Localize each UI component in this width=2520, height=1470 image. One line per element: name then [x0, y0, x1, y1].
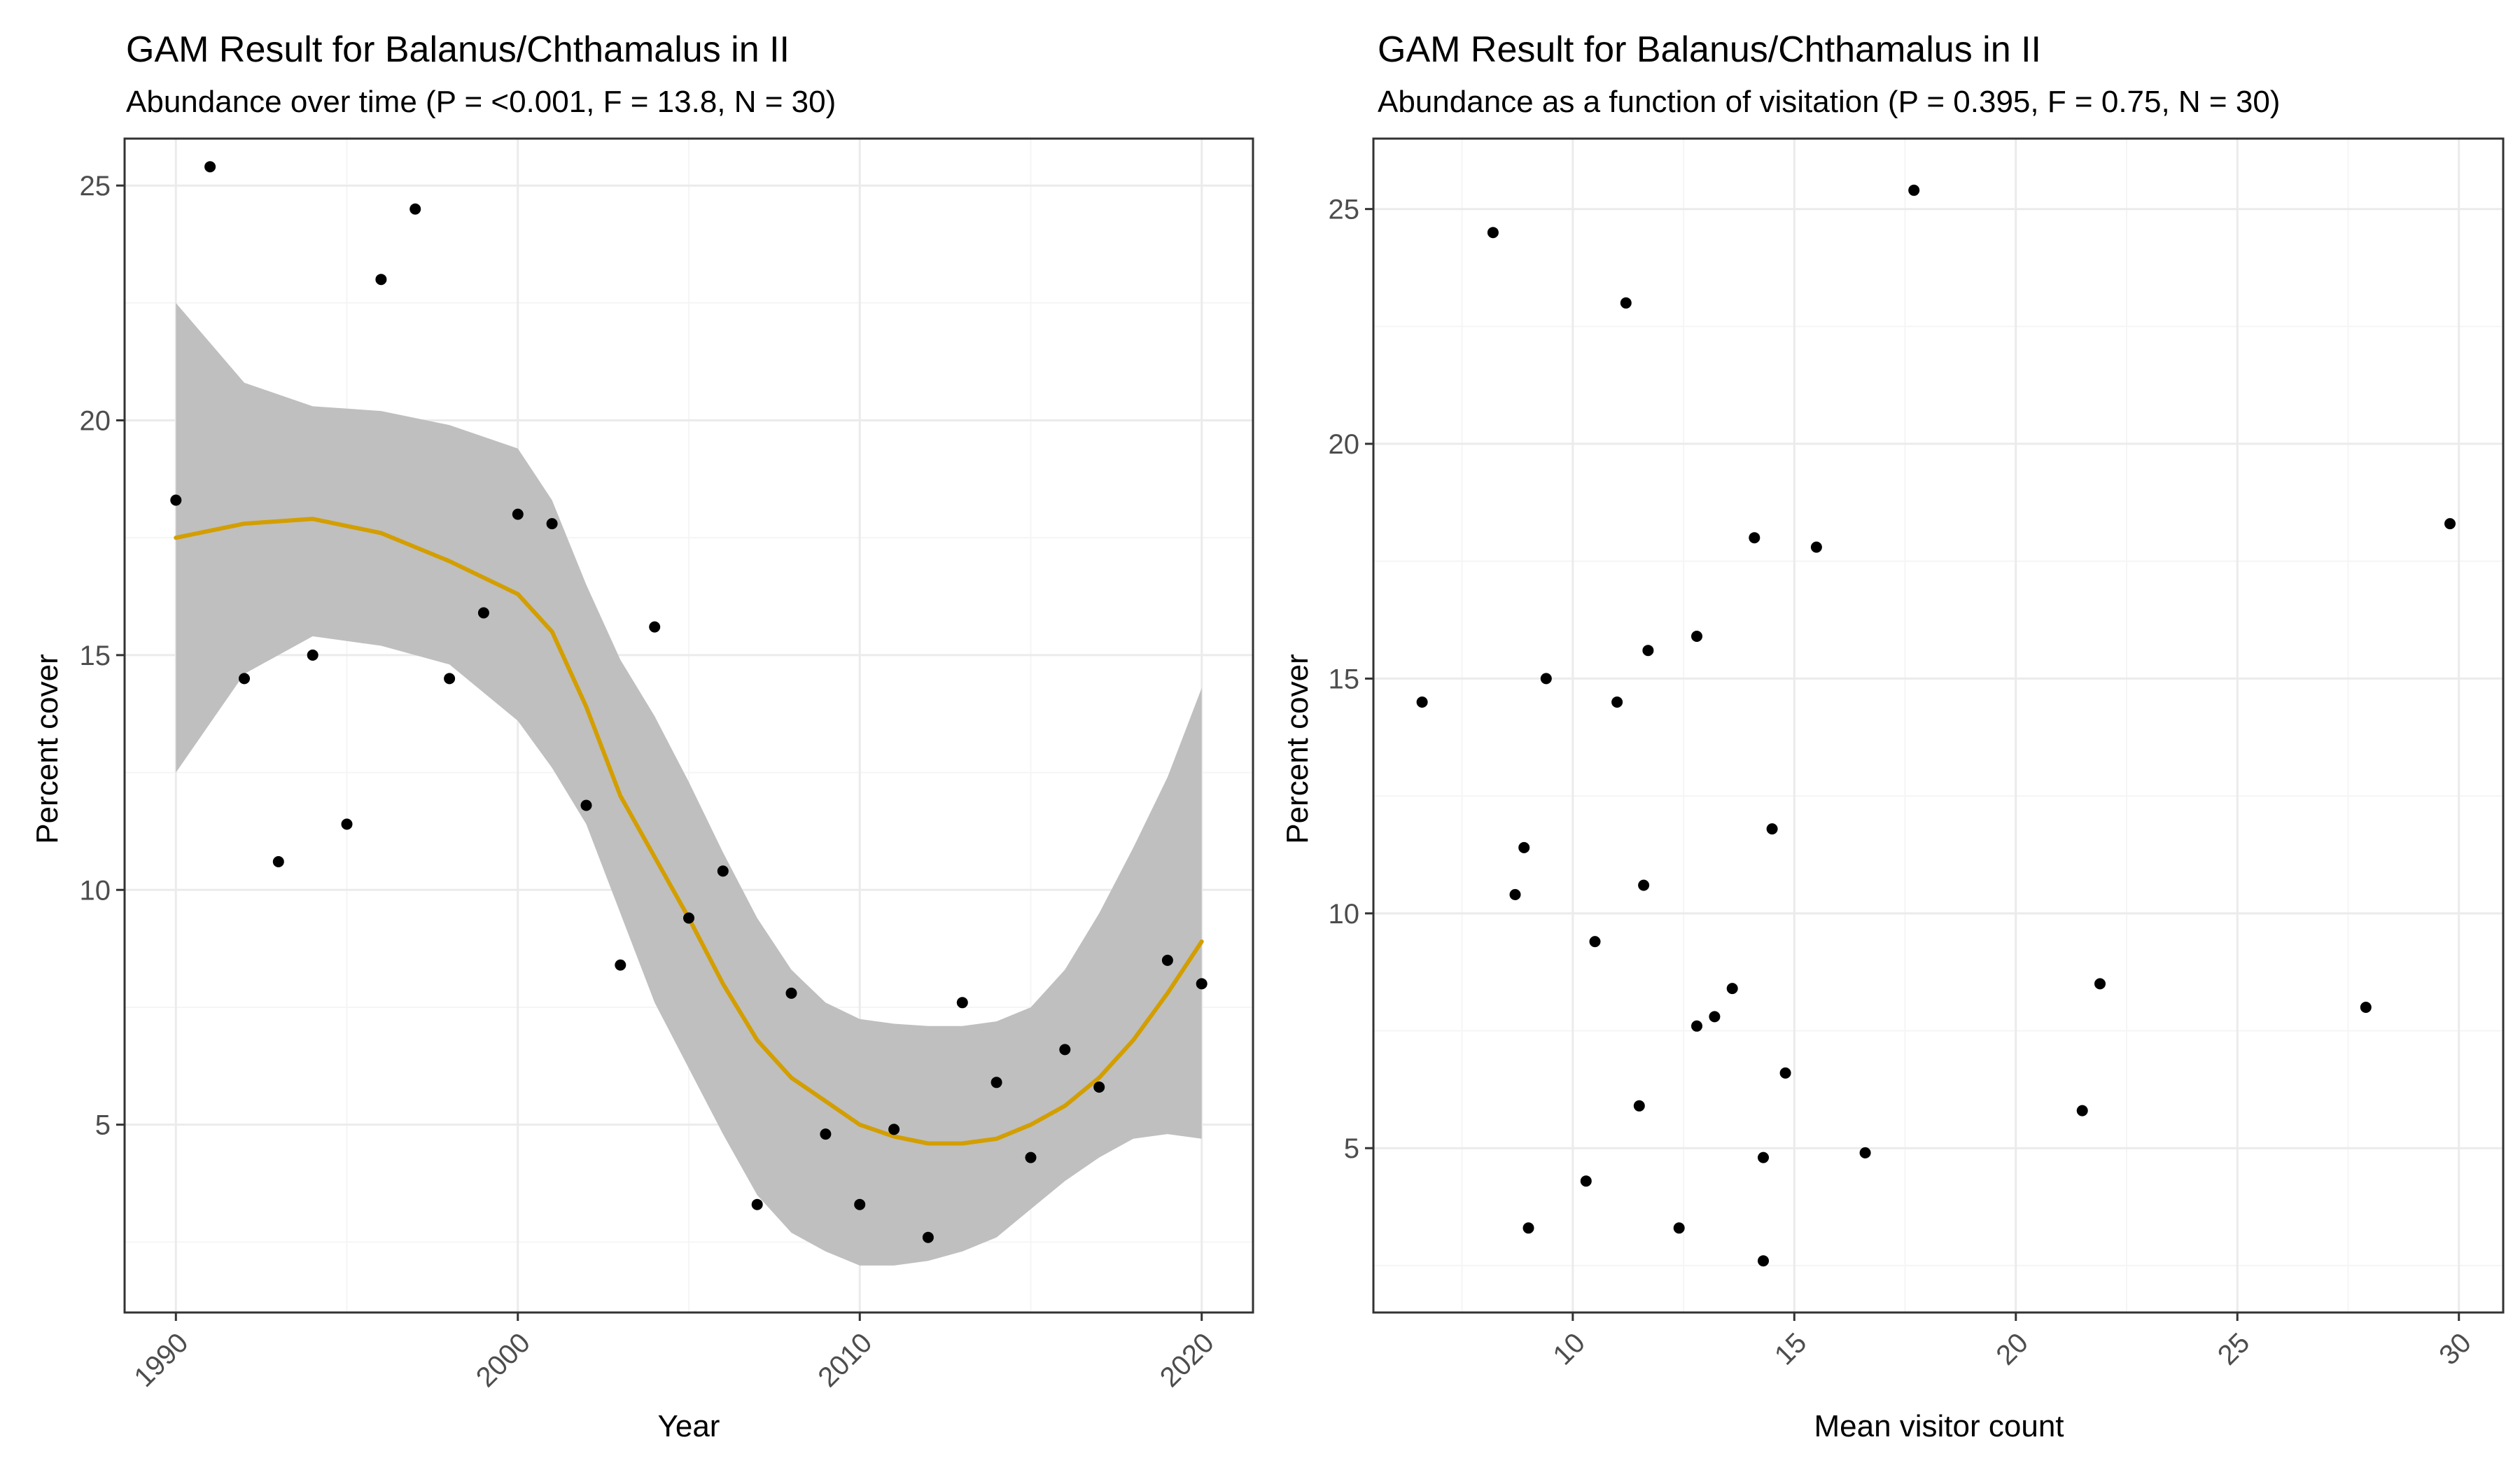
visitation-data-point	[1709, 1011, 1721, 1023]
visitation-data-point	[1766, 823, 1778, 835]
time-data-point	[1059, 1044, 1071, 1056]
visitation-data-point	[1908, 184, 1920, 196]
time-y-tick-label: 5	[95, 1110, 111, 1141]
visitation-data-point	[1509, 889, 1521, 900]
time-data-points	[170, 161, 1208, 1243]
visitation-panel-frame	[1372, 137, 2505, 1314]
visitation-y-tick-label: 25	[1329, 195, 1360, 225]
visitation-y-tick-label: 10	[1329, 899, 1360, 930]
time-data-point	[477, 607, 489, 619]
visitation-data-point	[1642, 645, 1654, 657]
visitation-data-point	[1673, 1222, 1685, 1234]
time-data-point	[649, 621, 661, 633]
time-data-point	[1196, 978, 1208, 990]
visitation-data-point	[1810, 541, 1822, 553]
visitation-y-axis-label: Percent cover	[1280, 654, 1315, 844]
time-smooth-line-layer	[174, 517, 1204, 1146]
visitation-data-points	[1416, 184, 2456, 1267]
time-data-point	[375, 274, 387, 286]
time-data-point	[888, 1124, 900, 1135]
time-data-point	[204, 161, 216, 173]
time-chart-title: GAM Result for Balanus/Chthamalus in II	[126, 29, 790, 70]
visitation-data-point	[1758, 1152, 1769, 1163]
time-data-point	[272, 856, 284, 867]
visitation-data-point	[1749, 532, 1760, 544]
time-confidence-band-layer	[176, 302, 1202, 1266]
visitation-data-point	[2360, 1002, 2372, 1013]
time-data-point	[341, 818, 353, 830]
visitation-data-point	[1540, 673, 1552, 685]
visitation-data-point	[1580, 1175, 1592, 1187]
visitation-data-point	[1611, 696, 1623, 708]
time-data-point	[512, 508, 524, 520]
visitation-data-point	[1518, 841, 1530, 853]
time-panel-frame	[123, 137, 1254, 1314]
time-data-point	[717, 865, 729, 877]
time-data-point	[751, 1198, 763, 1210]
visitation-panel-border	[1372, 137, 2505, 1314]
time-data-point	[580, 799, 592, 811]
time-data-point	[922, 1231, 934, 1243]
time-data-point	[1025, 1152, 1037, 1163]
time-data-point	[546, 518, 558, 530]
time-data-point	[307, 649, 318, 661]
time-confidence-band	[176, 302, 1202, 1266]
time-y-tick-label: 10	[80, 875, 111, 906]
visitation-data-point	[1726, 983, 1738, 995]
time-smooth-line	[174, 517, 1204, 1146]
time-y-tick-label: 15	[80, 640, 111, 671]
visitation-chart-title: GAM Result for Balanus/Chthamalus in II	[1378, 29, 2041, 70]
visitation-data-point	[1487, 227, 1499, 239]
time-chart-subtitle: Abundance over time (P = <0.001, F = 13.…	[126, 85, 836, 119]
time-gridlines	[125, 139, 1253, 1312]
visitation-panel: GAM Result for Balanus/Chthamalus in II …	[1280, 29, 2505, 1443]
time-y-tick-label: 25	[80, 171, 111, 202]
visitation-data-point	[2094, 978, 2106, 990]
time-data-point	[820, 1128, 832, 1140]
time-data-point	[683, 912, 694, 924]
time-panel: GAM Result for Balanus/Chthamalus in II …	[30, 29, 1254, 1443]
visitation-gridlines	[1373, 139, 2503, 1312]
time-data-point	[170, 494, 182, 506]
visitation-data-point	[2444, 518, 2456, 530]
time-data-point	[410, 203, 421, 215]
time-data-point	[956, 997, 968, 1009]
time-data-point	[444, 673, 456, 685]
visitation-data-point	[1638, 879, 1650, 891]
visitation-x-axis-label: Mean visitor count	[1814, 1409, 2064, 1443]
time-data-point	[239, 673, 250, 685]
visitation-data-point	[2076, 1105, 2088, 1116]
time-panel-border	[123, 137, 1254, 1314]
visitation-data-point	[1633, 1100, 1645, 1112]
visitation-data-point	[1620, 297, 1632, 309]
visitation-data-point	[1416, 696, 1428, 708]
time-data-point	[854, 1198, 866, 1210]
visitation-data-point	[1522, 1222, 1534, 1234]
visitation-data-point	[1859, 1147, 1871, 1158]
visitation-data-point	[1779, 1067, 1791, 1079]
time-data-point	[615, 959, 626, 971]
time-x-axis-label: Year	[658, 1409, 720, 1443]
visitation-data-point	[1691, 1020, 1702, 1032]
time-data-point	[1093, 1082, 1105, 1093]
time-data-point	[785, 987, 797, 999]
visitation-y-tick-label: 20	[1329, 429, 1360, 460]
visitation-y-tick-label: 5	[1344, 1133, 1359, 1164]
visitation-data-point	[1691, 631, 1702, 642]
time-data-point	[1161, 954, 1173, 966]
time-y-tick-label: 20	[80, 405, 111, 436]
visitation-data-point	[1589, 936, 1601, 948]
time-y-axis-label: Percent cover	[30, 654, 64, 844]
visitation-data-point	[1758, 1255, 1769, 1267]
time-data-point	[990, 1077, 1002, 1088]
visitation-chart-subtitle: Abundance as a function of visitation (P…	[1378, 85, 2280, 119]
visitation-y-tick-label: 15	[1329, 664, 1360, 694]
